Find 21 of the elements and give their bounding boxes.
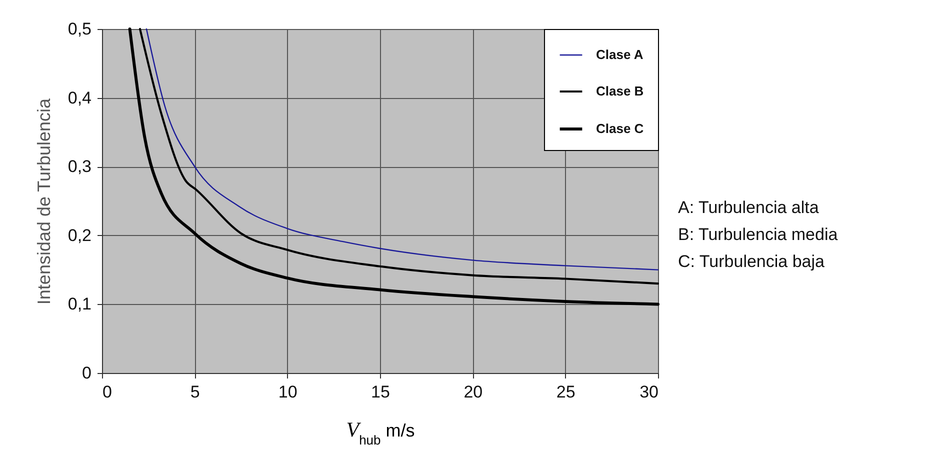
x-tick-label: 5 — [190, 382, 200, 402]
y-tick-label: 0,3 — [68, 157, 92, 176]
x-axis-title: V$_{hub}$ m/s — [346, 418, 415, 447]
x-tick-label: 20 — [464, 382, 483, 402]
y-tick-label: 0 — [82, 364, 92, 382]
text: B: Turbulencia media — [678, 225, 838, 244]
y-tick-label: 0,2 — [68, 226, 92, 245]
legend-label: Clase B — [596, 84, 644, 98]
x-tick-label: 25 — [556, 382, 576, 402]
x-tick-label: 10 — [278, 382, 298, 402]
text: C: Turbulencia baja — [678, 252, 826, 271]
y-tick-label: 0,5 — [68, 20, 92, 38]
legend-label: Clase A — [596, 47, 644, 62]
legend-label: Clase C — [596, 121, 644, 136]
x-tick-label: 0 — [102, 382, 112, 402]
text: A: Turbulencia alta — [678, 198, 820, 217]
y-tick-label: 0,4 — [68, 88, 92, 108]
x-tick-label: 30 — [640, 382, 658, 402]
y-axis-title: Intensidad de Turbulencia — [34, 97, 54, 305]
y-tick-label: 0,1 — [68, 294, 92, 314]
x-tick-label: 15 — [371, 382, 390, 402]
